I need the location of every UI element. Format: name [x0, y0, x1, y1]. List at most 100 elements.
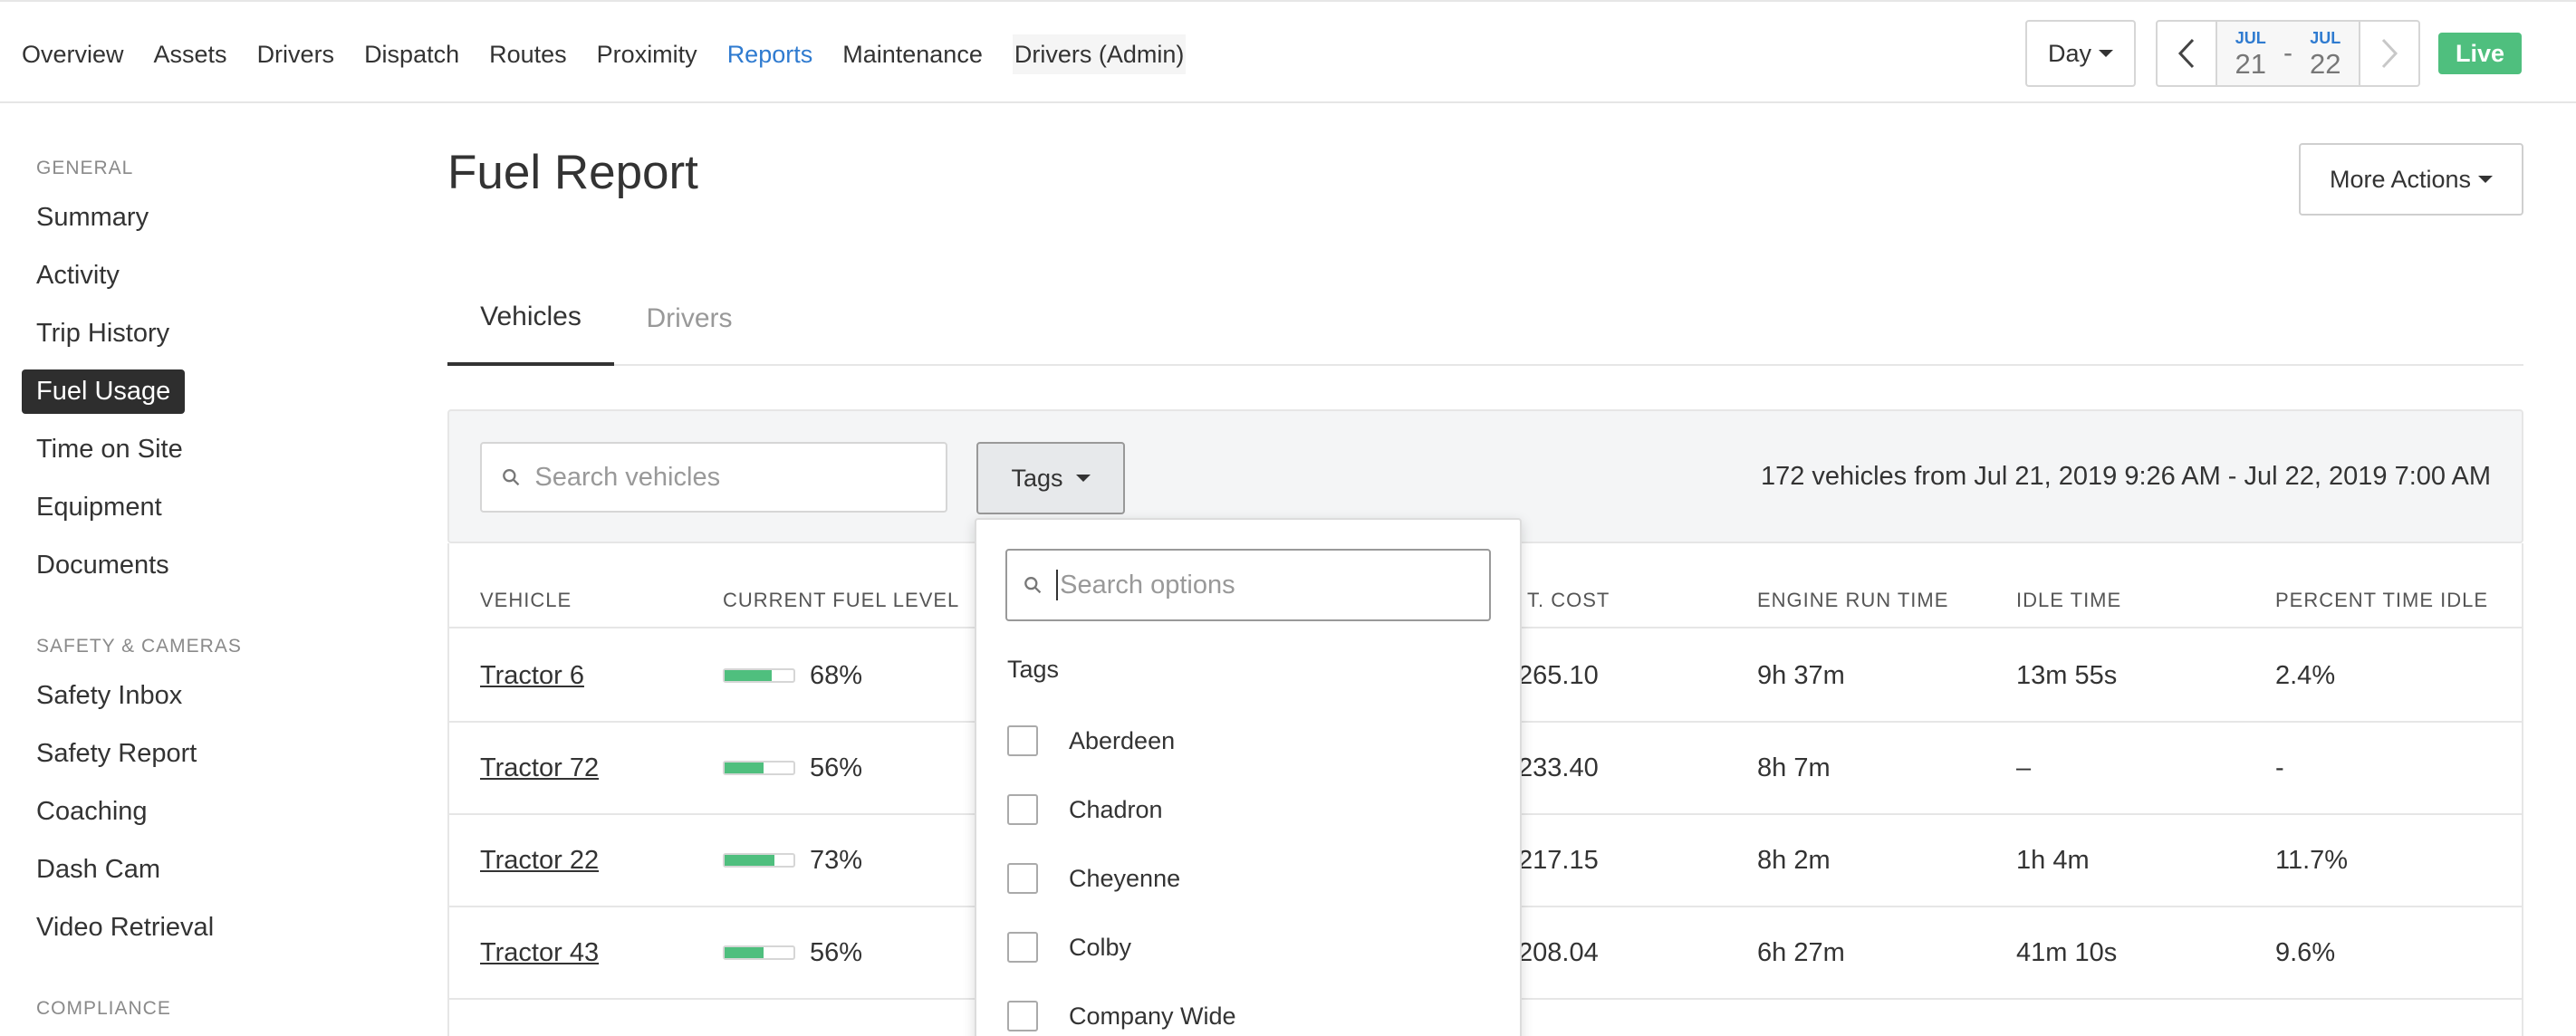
main-nav: Overview Assets Drivers Dispatch Routes … — [22, 34, 1216, 74]
date-range-picker: JUL 21 - JUL 22 — [2156, 20, 2420, 87]
page-title: Fuel Report — [447, 146, 698, 199]
date-range-display[interactable]: JUL 21 - JUL 22 — [2217, 22, 2359, 85]
chevron-right-icon[interactable] — [2359, 22, 2418, 85]
tab-vehicles[interactable]: Vehicles — [447, 272, 614, 366]
report-tabs: Vehicles Drivers — [447, 272, 2523, 366]
sidebar-section-compliance: COMPLIANCE — [36, 998, 171, 1019]
tags-filter-button[interactable]: Tags — [976, 442, 1125, 514]
sidebar-item-safety-report[interactable]: Safety Report — [36, 739, 197, 768]
tag-option-checkbox[interactable] — [1007, 932, 1038, 963]
fuel-level-cell: 73% — [723, 815, 862, 906]
sidebar-item-equipment[interactable]: Equipment — [36, 493, 162, 522]
date-from: JUL 21 — [2235, 30, 2266, 78]
nav-item-maintenance[interactable]: Maintenance — [842, 41, 983, 68]
fuel-level-text: 56% — [810, 937, 863, 967]
idle-time-cell: 13m 55s — [2016, 660, 2118, 690]
idle-time-cell: 41m 10s — [2016, 937, 2118, 967]
sidebar-item-dash-cam[interactable]: Dash Cam — [36, 855, 160, 884]
tag-option-label: Chadron — [1069, 795, 1163, 823]
date-to-month: JUL — [2310, 28, 2341, 47]
fuel-level-cell: 56% — [723, 723, 862, 813]
fuel-level-bar — [723, 668, 795, 683]
tags-filter-label: Tags — [1011, 464, 1063, 492]
nav-item-drivers[interactable]: Drivers — [256, 41, 335, 68]
date-to: JUL 22 — [2310, 30, 2341, 78]
text-cursor — [1056, 570, 1059, 600]
column-header-engine-run-time[interactable]: ENGINE RUN TIME — [1757, 589, 1949, 611]
nav-item-dispatch[interactable]: Dispatch — [364, 41, 460, 68]
column-header-vehicle[interactable]: VEHICLE — [480, 589, 572, 611]
sidebar-section-safety: SAFETY & CAMERAS — [36, 636, 242, 657]
date-from-day: 21 — [2235, 47, 2266, 80]
sidebar-item-safety-inbox[interactable]: Safety Inbox — [36, 681, 183, 710]
vehicle-link[interactable]: Tractor 72 — [480, 753, 600, 782]
chevron-left-icon[interactable] — [2158, 22, 2217, 85]
tag-option-checkbox[interactable] — [1007, 794, 1038, 825]
nav-item-reports[interactable]: Reports — [726, 41, 813, 68]
cost-cell: 217.15 — [1518, 845, 1599, 875]
sidebar-item-fuel-usage[interactable]: Fuel Usage — [22, 369, 186, 414]
caret-down-icon — [2099, 50, 2113, 57]
nav-item-overview[interactable]: Overview — [22, 41, 124, 68]
tag-option-label: Colby — [1069, 933, 1132, 961]
tags-dropdown: Tags Aberdeen Chadron Cheyenne Colby Company… — [975, 518, 1522, 1036]
options-search-input[interactable] — [1060, 570, 1489, 600]
fuel-level-cell: 68% — [723, 630, 862, 721]
top-navbar: Overview Assets Drivers Dispatch Routes … — [0, 0, 2576, 103]
sidebar-item-trip-history[interactable]: Trip History — [36, 319, 170, 348]
more-actions-button[interactable]: More Actions — [2299, 143, 2523, 216]
cost-cell: 208.04 — [1518, 937, 1599, 967]
vehicle-link[interactable]: Tractor 22 — [480, 845, 600, 875]
tag-option-label: Cheyenne — [1069, 864, 1181, 892]
column-header-idle-time[interactable]: IDLE TIME — [2016, 589, 2122, 611]
sidebar-item-documents[interactable]: Documents — [36, 551, 169, 580]
vehicle-link[interactable]: Tractor 6 — [480, 660, 584, 690]
date-separator: - — [2283, 38, 2292, 68]
tag-option-label: Aberdeen — [1069, 726, 1176, 754]
tag-option[interactable]: Cheyenne — [1007, 859, 1180, 898]
results-summary: 172 vehicles from Jul 21, 2019 9:26 AM -… — [1760, 461, 2491, 491]
fuel-level-fill — [725, 763, 764, 773]
engine-run-time-cell: 6h 27m — [1757, 937, 1845, 967]
sidebar-item-time-on-site[interactable]: Time on Site — [36, 435, 183, 464]
vehicle-link[interactable]: Tractor 43 — [480, 937, 600, 967]
fuel-level-bar — [723, 945, 795, 960]
column-header-percent-idle[interactable]: PERCENT TIME IDLE — [2275, 589, 2489, 611]
cost-cell: 265.10 — [1518, 660, 1599, 690]
sidebar-section-general: GENERAL — [36, 158, 134, 178]
sidebar-item-coaching[interactable]: Coaching — [36, 797, 148, 826]
engine-run-time-cell: 8h 2m — [1757, 845, 1831, 875]
engine-run-time-cell: 9h 37m — [1757, 660, 1845, 690]
tag-option-checkbox[interactable] — [1007, 863, 1038, 894]
tag-option[interactable]: Chadron — [1007, 790, 1163, 830]
sidebar-item-activity[interactable]: Activity — [36, 261, 120, 290]
column-header-fuel-level[interactable]: CURRENT FUEL LEVEL — [723, 589, 960, 611]
nav-item-routes[interactable]: Routes — [489, 41, 567, 68]
nav-item-proximity[interactable]: Proximity — [596, 41, 697, 68]
sidebar-item-summary[interactable]: Summary — [36, 203, 149, 232]
tag-option-checkbox[interactable] — [1007, 1001, 1038, 1031]
nav-item-drivers-admin[interactable]: Drivers (Admin) — [1012, 34, 1187, 74]
fuel-level-fill — [725, 855, 775, 866]
fuel-level-bar — [723, 761, 795, 775]
search-icon — [1024, 577, 1042, 594]
period-select[interactable]: Day — [2025, 20, 2136, 87]
date-from-month: JUL — [2235, 28, 2266, 47]
vehicle-search-input[interactable] — [534, 462, 946, 493]
live-button[interactable]: Live — [2438, 33, 2522, 74]
tag-option[interactable]: Colby — [1007, 927, 1131, 967]
tab-drivers[interactable]: Drivers — [646, 303, 733, 333]
fuel-level-text: 73% — [810, 845, 863, 875]
tag-option[interactable]: Company Wide — [1007, 996, 1236, 1036]
fuel-level-cell: 56% — [723, 907, 862, 998]
nav-item-assets[interactable]: Assets — [153, 41, 227, 68]
fuel-level-bar — [723, 853, 795, 868]
sidebar-item-video-retrieval[interactable]: Video Retrieval — [36, 913, 215, 942]
tag-option[interactable]: Aberdeen — [1007, 721, 1175, 761]
date-to-day: 22 — [2309, 47, 2341, 80]
vehicle-cell: Tractor 22 — [480, 815, 599, 906]
tag-option-checkbox[interactable] — [1007, 725, 1038, 756]
percent-idle-cell: 2.4% — [2275, 660, 2336, 690]
vehicle-cell: Tractor 6 — [480, 630, 584, 721]
column-header-cost[interactable]: T. COST — [1527, 589, 1610, 611]
